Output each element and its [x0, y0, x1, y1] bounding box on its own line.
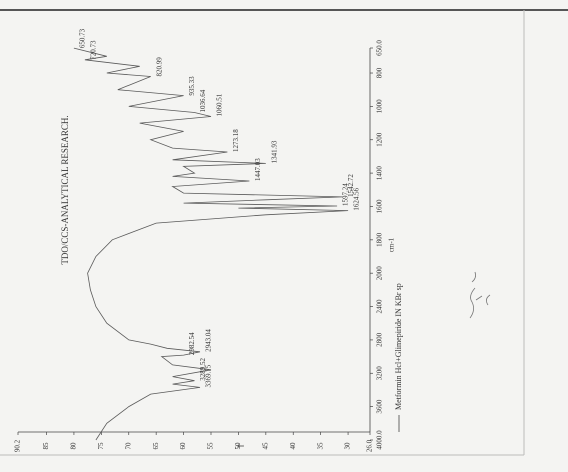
x-tick-label: 1000 [376, 99, 384, 114]
peak-label: 3289.52 [199, 357, 207, 380]
y-tick-label: 40 [289, 442, 297, 450]
chart: TDO/CCS-ANALYTICAL RESEARCH. Metformin H… [0, 0, 568, 472]
x-tick-label: 2400 [376, 299, 384, 314]
x-axis-label: cm-1 [388, 237, 396, 252]
peak-label: 2943.04 [205, 329, 213, 352]
x-tick-label: 1200 [376, 132, 384, 147]
peak-label: 1542.72 [347, 174, 355, 197]
x-tick-label: 800 [376, 67, 384, 78]
handwriting [470, 272, 490, 318]
y-tick-label: 70 [124, 442, 132, 450]
y-tick-label: 35 [316, 442, 324, 450]
y-tick-label: 26.0 [366, 439, 374, 452]
y-tick-label: 55 [207, 442, 215, 450]
peak-label: 935.33 [188, 76, 196, 96]
y-tick-label: 45 [261, 442, 269, 450]
peak-label: 1273.18 [232, 129, 240, 152]
peak-label: 1060.51 [216, 93, 224, 116]
chart-title: TDO/CCS-ANALYTICAL RESEARCH. [60, 115, 70, 264]
x-tick-label: 4000.0 [376, 430, 384, 450]
x-tick-label: 1600 [376, 199, 384, 214]
y-tick-label: 85 [42, 442, 50, 450]
y-tick-label: 65 [152, 442, 160, 450]
x-tick-label: 2000 [376, 266, 384, 281]
x-tick-label: 1400 [376, 166, 384, 181]
peak-label: 2982.54 [188, 332, 196, 355]
x-tick-label: 2800 [376, 332, 384, 347]
y-tick-label: 60 [179, 442, 187, 450]
y-tick-label: 90.2 [14, 439, 22, 452]
x-tick-label: 3200 [376, 366, 384, 381]
y-tick-label: 50 [234, 442, 242, 450]
peak-label: 1447.03 [254, 158, 262, 181]
y-tick-label: 30 [344, 442, 352, 450]
y-tick-label: 75 [97, 442, 105, 450]
peak-label: 720.73 [90, 40, 98, 60]
x-tick-label: 650.0 [376, 40, 384, 56]
peak-label: 1341.93 [270, 140, 278, 163]
peak-label: 820.99 [155, 57, 163, 77]
y-tick-label: 80 [70, 442, 78, 450]
peak-label: 650.73 [79, 28, 87, 48]
legend-label: Metformin Hcl+Glimepiride IN KBr sp [394, 283, 403, 410]
x-tick-label: 3600 [376, 399, 384, 414]
x-tick-label: 1800 [376, 232, 384, 247]
peak-label: 1036.64 [199, 89, 207, 112]
